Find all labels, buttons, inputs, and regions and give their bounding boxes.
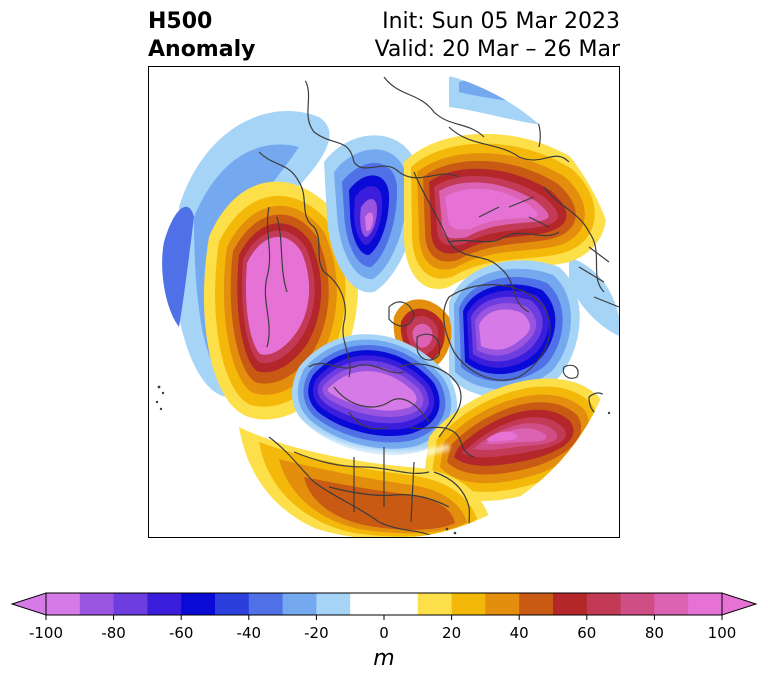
colorbar-swatch	[113, 593, 148, 615]
colorbar-swatch	[79, 593, 115, 615]
colorbar-swatch	[147, 593, 182, 615]
positive-anomaly-usa	[239, 427, 489, 537]
colorbar-swatch	[485, 593, 520, 615]
colorbar-tick-label: 100	[707, 624, 737, 642]
colorbar-swatch	[316, 593, 351, 615]
colorbar	[10, 592, 758, 620]
map-panel	[148, 66, 620, 538]
anomaly-map	[149, 67, 619, 537]
colorbar-swatch	[248, 593, 284, 615]
island-dots	[155, 385, 611, 535]
title-right: Init: Sun 05 Mar 2023 Valid: 20 Mar – 26…	[375, 8, 620, 64]
colorbar-swatch	[417, 593, 453, 615]
colorbar-tick-label: -40	[236, 624, 262, 642]
colorbar-swatch	[519, 593, 554, 615]
title-field: H500	[148, 9, 213, 34]
colorbar-tick-label: -20	[304, 624, 329, 642]
colorbar-swatch	[181, 593, 216, 615]
colorbar-tick-label: 0	[379, 624, 389, 642]
colorbar-swatch	[46, 593, 81, 615]
init-date: Init: Sun 05 Mar 2023	[382, 9, 620, 34]
colorbar-extend-min	[10, 592, 47, 616]
colorbar-tick-label: -100	[28, 624, 64, 642]
colorbar-ticks	[45, 615, 723, 620]
positive-anomaly-north-atlantic	[424, 378, 606, 501]
colorbar-tick-label: 60	[577, 624, 597, 642]
colorbar-swatch	[586, 593, 622, 615]
colorbar-swatch	[215, 593, 250, 615]
colorbar-tick-label: 20	[442, 624, 462, 642]
colorbar-swatch	[451, 593, 486, 615]
negative-anomaly-alaska-bering	[324, 135, 420, 293]
colorbar-units: m	[373, 646, 395, 671]
valid-range: Valid: 20 Mar – 26 Mar	[374, 37, 620, 62]
colorbar-swatch	[553, 593, 588, 615]
colorbar-swatch	[350, 593, 419, 615]
negative-anomaly-hudson-bay-greenland	[292, 334, 458, 456]
anomaly-field	[149, 67, 619, 537]
colorbar-swatch	[282, 593, 317, 615]
negative-anomaly-siberia	[449, 260, 580, 398]
colorbar-swatches	[10, 592, 758, 616]
colorbar-swatch	[654, 593, 689, 615]
title-left: H500 Anomaly	[148, 8, 255, 64]
colorbar-tick-label: 40	[509, 624, 529, 642]
colorbar-extend-max	[721, 592, 758, 616]
colorbar-tick-label: -80	[101, 624, 126, 642]
title-type: Anomaly	[148, 37, 256, 62]
positive-anomaly-europe	[404, 133, 607, 289]
colorbar-swatch	[620, 593, 655, 615]
colorbar-swatch	[688, 593, 723, 615]
colorbar-tick-label: -60	[168, 624, 194, 642]
colorbar-tick-label: 80	[644, 624, 664, 642]
